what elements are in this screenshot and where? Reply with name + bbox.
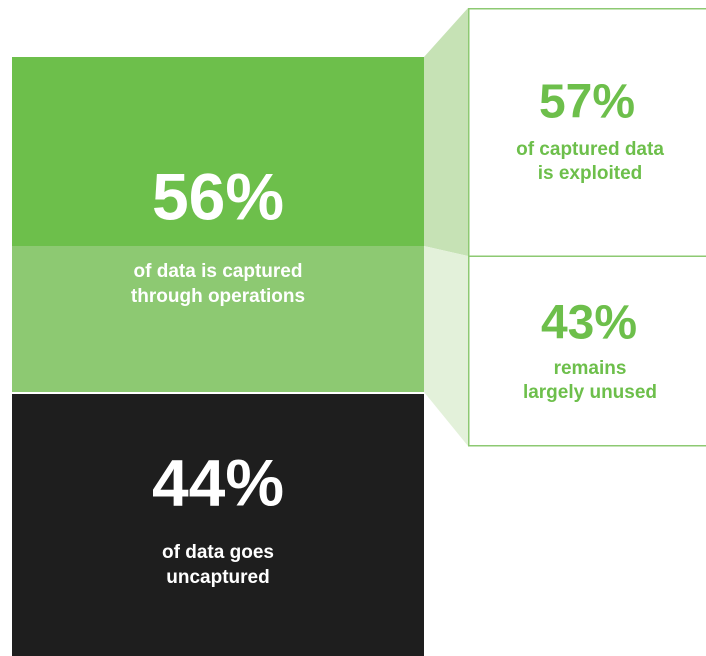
exploited-box: [468, 8, 706, 257]
captured-caption: of data is captured: [134, 261, 303, 282]
unused-value: 43%: [541, 297, 637, 350]
unused-caption: largely unused: [523, 382, 657, 403]
captured-caption: through operations: [131, 286, 305, 307]
connector-top: [424, 8, 468, 256]
uncaptured-caption: of data goes: [162, 542, 274, 563]
exploited-value: 57%: [539, 76, 635, 129]
uncaptured-value: 44%: [152, 445, 284, 519]
unused-caption: remains: [554, 358, 627, 379]
exploited-caption: of captured data: [516, 139, 664, 160]
captured-value: 56%: [152, 159, 284, 233]
uncaptured-caption: uncaptured: [166, 567, 269, 588]
unused-box: [468, 255, 706, 447]
captured-unused-block: [12, 246, 424, 392]
exploited-caption: is exploited: [538, 163, 643, 184]
captured-exploited-block: [12, 57, 424, 246]
uncaptured-block: [12, 394, 424, 656]
connector-bottom: [424, 246, 468, 446]
